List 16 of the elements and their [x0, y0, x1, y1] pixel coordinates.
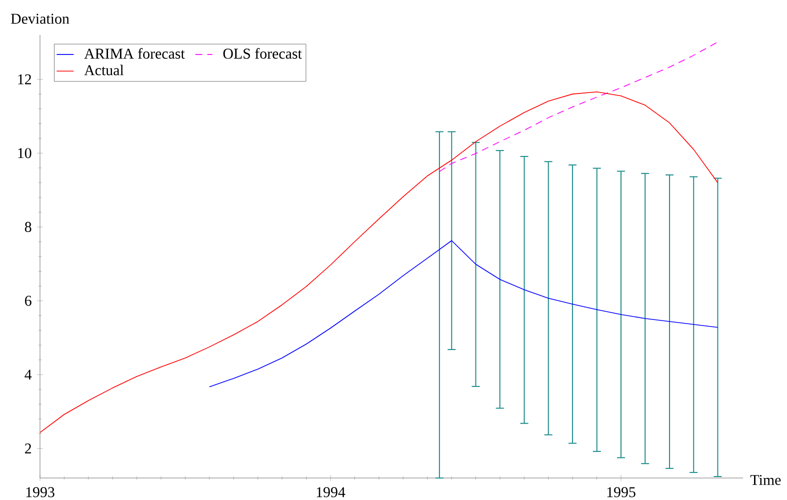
y-tick-label: 4 — [24, 370, 32, 380]
line-series — [439, 42, 718, 172]
line-series — [40, 91, 718, 433]
y-tick-label: 10 — [18, 148, 32, 158]
x-tick-label: 1994 — [316, 487, 346, 498]
legend-label: Actual — [84, 64, 124, 76]
y-tick-label: 12 — [18, 74, 31, 84]
legend-label: ARIMA forecast — [84, 48, 185, 59]
legend-label: OLS forecast — [223, 48, 302, 59]
x-axis-title: Time — [750, 474, 781, 486]
y-axis-title: Deviation — [10, 14, 70, 24]
x-tick-label: 1993 — [26, 487, 54, 498]
x-tick-label: 1995 — [607, 487, 636, 498]
y-tick-label: 6 — [25, 296, 32, 306]
y-tick-label: 8 — [24, 222, 32, 232]
y-tick-label: 2 — [25, 444, 31, 454]
